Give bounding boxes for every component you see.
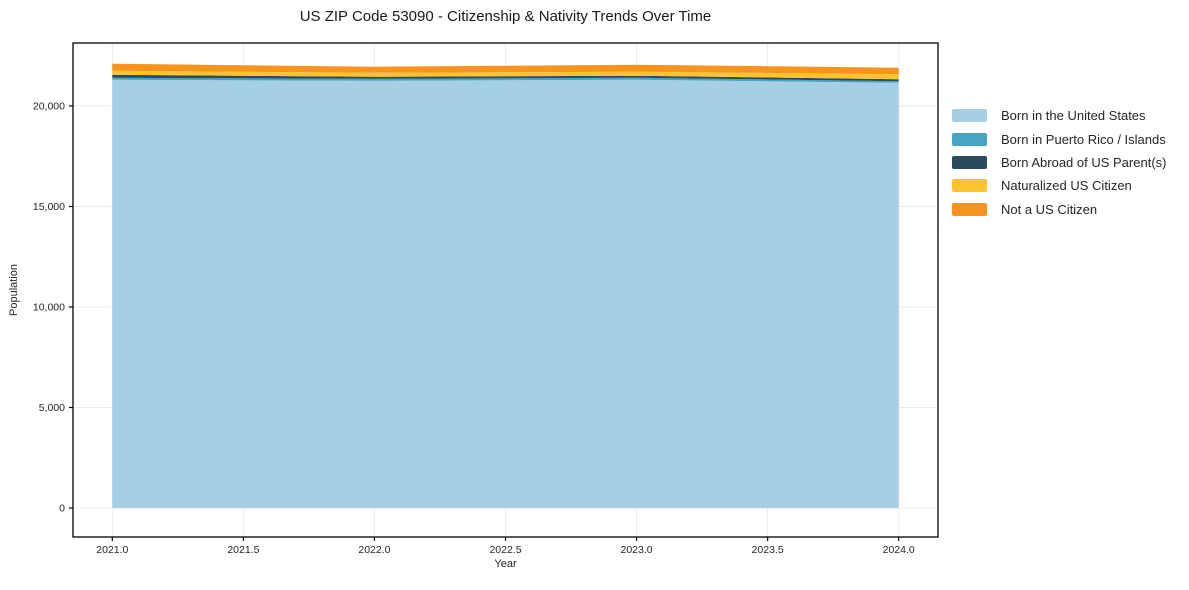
legend-swatch-icon [952,202,987,216]
area-series [112,77,899,83]
legend-item: Born in Puerto Rico / Islands [952,127,1166,150]
legend-item: Born Abroad of US Parent(s) [952,151,1166,174]
x-tick-label: 2022.0 [358,544,390,556]
legend-swatch-icon [952,179,987,193]
area-series [112,63,899,75]
legend: Born in the United States Born in Puerto … [952,104,1166,221]
area-series [112,74,899,82]
legend-label: Born in the United States [1001,108,1146,124]
legend-item: Naturalized US Citizen [952,174,1166,197]
y-tick-label: 5,000 [39,402,65,414]
x-tick-label: 2022.5 [489,544,521,556]
legend-label: Naturalized US Citizen [1001,178,1132,194]
y-tick-label: 0 [59,503,65,515]
legend-label: Born Abroad of US Parent(s) [1001,154,1167,170]
chart-title: US ZIP Code 53090 - Citizenship & Nativi… [299,8,712,25]
x-tick-label: 2021.0 [96,544,128,556]
x-tick-label: 2023.0 [620,544,652,556]
x-tick-label: 2023.5 [752,544,784,556]
area-series [112,79,899,509]
legend-swatch-icon [952,155,987,169]
legend-swatch-icon [952,109,987,123]
y-axis-label: Population [8,264,20,316]
legend-label: Not a US Citizen [1001,201,1098,217]
area-series [112,70,899,80]
y-tick-label: 10,000 [33,301,65,313]
legend-item: Not a US Citizen [952,198,1166,221]
legend-item: Born in the United States [952,104,1166,127]
y-tick-label: 20,000 [33,100,65,112]
x-tick-label: 2024.0 [883,544,915,556]
x-tick-label: 2021.5 [227,544,259,556]
legend-label: Born in Puerto Rico / Islands [1001,131,1166,147]
legend-swatch-icon [952,132,987,146]
x-axis-label: Year [494,558,517,570]
y-tick-label: 15,000 [33,201,65,213]
